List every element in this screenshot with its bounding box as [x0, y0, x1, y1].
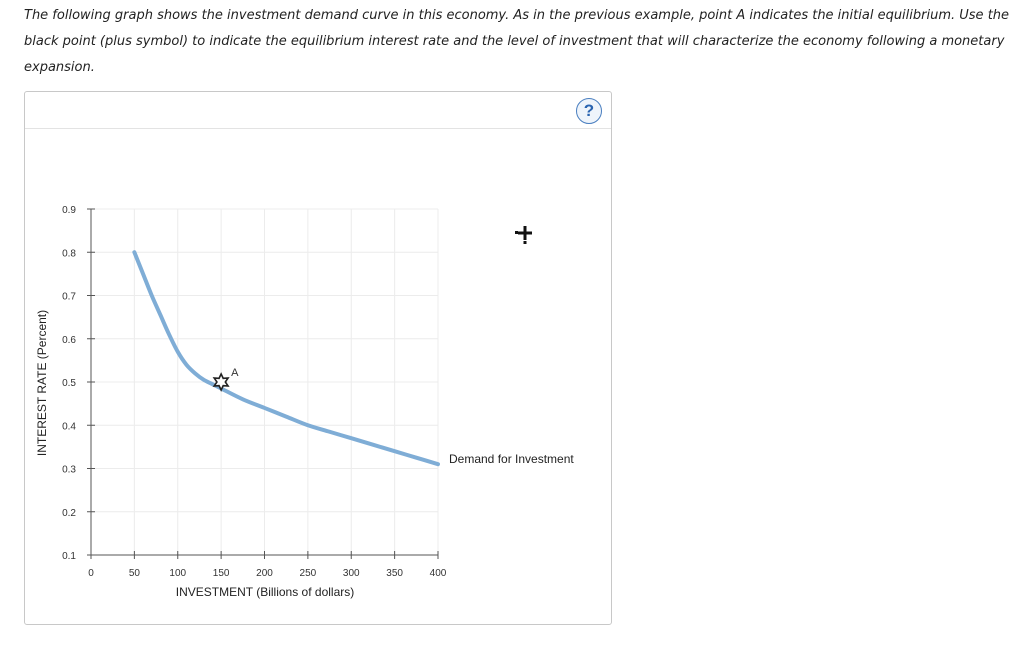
point-a-label: A	[231, 367, 239, 379]
tool-dot	[515, 231, 518, 234]
x-tick-label: 150	[213, 568, 230, 579]
series-layer	[132, 250, 440, 467]
graph-toolbar: ?	[25, 92, 611, 129]
x-axis-label: INVESTMENT (Billions of dollars)	[176, 585, 355, 599]
x-tick-label: 350	[386, 568, 403, 579]
y-tick-label: 0.1	[62, 551, 76, 562]
y-tick-label: 0.4	[62, 421, 76, 432]
points-layer: A	[212, 367, 239, 392]
graph-panel: ?	[24, 91, 612, 625]
point-a-marker	[212, 372, 230, 392]
plus-tool[interactable]	[515, 226, 532, 244]
x-tick-label: 200	[256, 568, 273, 579]
y-tick-label: 0.5	[62, 378, 76, 389]
x-tick-label: 400	[430, 568, 447, 579]
demand-curve	[132, 250, 440, 467]
y-tick-label: 0.8	[62, 248, 76, 259]
tool-dot	[523, 241, 527, 244]
x-tick-label: 250	[300, 568, 317, 579]
x-tick-label: 0	[88, 568, 94, 579]
series-label-demand-for-investment: Demand for Investment	[449, 452, 574, 466]
help-icon[interactable]: ?	[576, 98, 602, 124]
y-tick-label: 0.6	[62, 335, 76, 346]
x-tick-label: 50	[129, 568, 141, 579]
instructions-text: The following graph shows the investment…	[24, 8, 1010, 75]
y-tick-label: 0.7	[62, 292, 76, 303]
y-tick-label: 0.3	[62, 465, 76, 476]
tick-marks: 0.1 0.2 0.3 0.4 0.5 0.6 0.7 0.8 0.9 0 50 100 150 200 2…	[62, 205, 447, 579]
x-tick-label: 100	[169, 568, 186, 579]
plus-icon[interactable]	[518, 226, 532, 240]
y-axis-label: INTEREST RATE (Percent)	[35, 310, 49, 456]
y-tick-label: 0.9	[62, 205, 76, 216]
y-tick-label: 0.2	[62, 508, 76, 519]
x-tick-label: 300	[343, 568, 360, 579]
grid-lines	[91, 208, 439, 555]
